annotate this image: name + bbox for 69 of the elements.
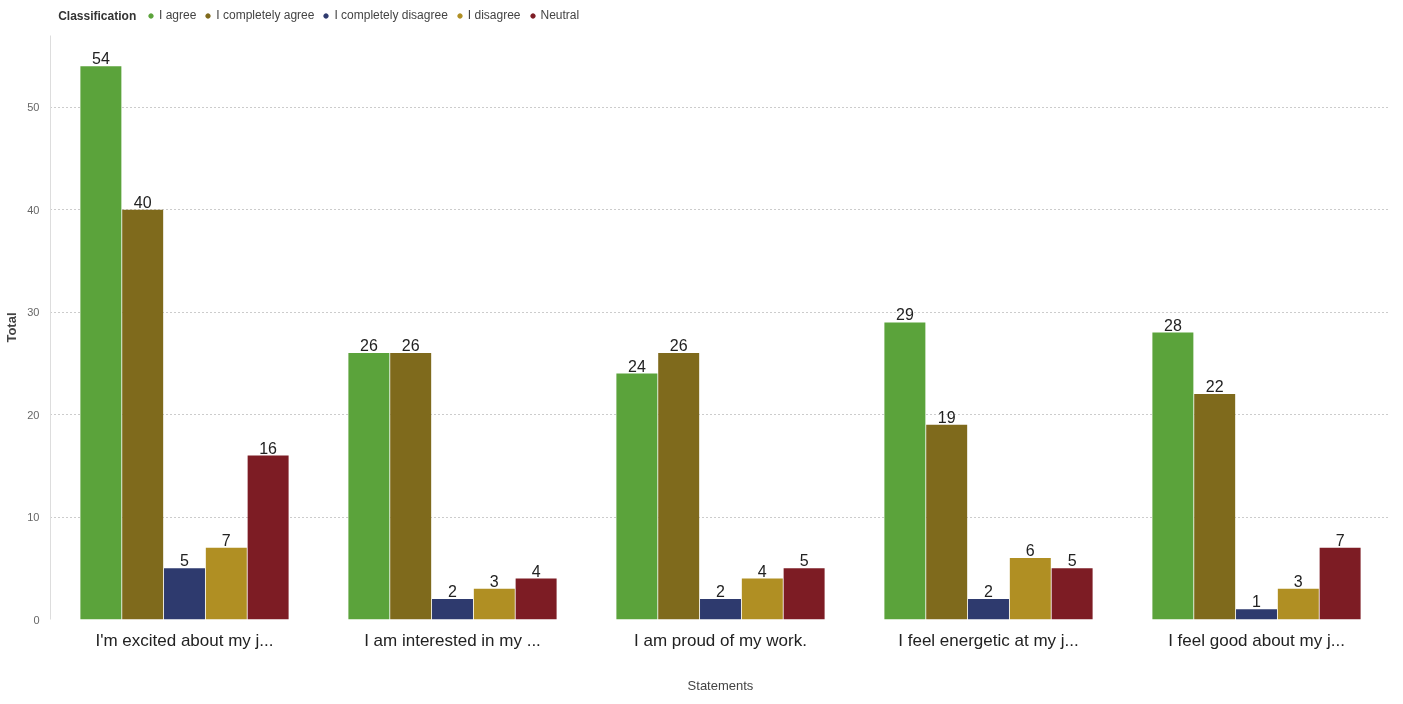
- bar: [783, 568, 825, 620]
- y-tick-label: 20: [27, 408, 40, 421]
- bar: [741, 578, 783, 620]
- data-label: 5: [1067, 552, 1077, 570]
- data-label: 26: [669, 337, 688, 355]
- bar: [432, 599, 473, 620]
- bar: [515, 578, 557, 620]
- data-label: 54: [91, 50, 110, 68]
- data-label: 2: [448, 583, 458, 601]
- y-tick-label: 50: [27, 101, 40, 114]
- data-label: 4: [757, 562, 767, 580]
- data-label: 16: [259, 439, 278, 457]
- bar: [926, 424, 968, 620]
- legend-label: I completely disagree: [334, 8, 448, 22]
- bar: [80, 66, 122, 620]
- bar: [1009, 558, 1051, 620]
- y-axis-title: Total: [4, 312, 20, 343]
- bar: [390, 353, 432, 620]
- x-axis-title: Statements: [687, 677, 754, 693]
- data-label: 7: [1335, 531, 1345, 549]
- legend-label: Neutral: [540, 8, 580, 22]
- bar: [205, 547, 247, 620]
- data-label: 4: [531, 562, 541, 580]
- bar: [1236, 609, 1277, 620]
- data-label: 29: [895, 306, 914, 324]
- bar: [1194, 394, 1236, 620]
- bar: [968, 599, 1009, 620]
- bar: [348, 353, 390, 620]
- y-tick-label: 40: [27, 203, 40, 216]
- data-label: 22: [1205, 378, 1224, 396]
- bar: [1319, 547, 1361, 620]
- data-label: 19: [937, 408, 956, 426]
- bar: [616, 373, 658, 620]
- data-label: 24: [627, 357, 646, 375]
- data-label: 5: [799, 552, 809, 570]
- data-label: 26: [401, 337, 420, 355]
- bar: [1277, 588, 1319, 620]
- data-label: 2: [716, 583, 726, 601]
- x-tick-label: I'm excited about my j...: [95, 630, 274, 650]
- legend-label: I agree: [159, 8, 197, 22]
- bar: [884, 322, 926, 620]
- x-tick-label: I feel energetic at my j...: [898, 630, 1079, 650]
- bar: [700, 599, 741, 620]
- data-label: 3: [489, 572, 499, 590]
- bar: [1152, 332, 1194, 620]
- bar: [247, 455, 289, 620]
- data-label: 2: [984, 583, 994, 601]
- data-label: 7: [221, 531, 231, 549]
- data-label: 5: [180, 552, 190, 570]
- data-label: 40: [133, 193, 152, 211]
- x-tick-label: I feel good about my j...: [1168, 630, 1345, 650]
- data-label: 26: [359, 337, 378, 355]
- y-tick-label: 0: [33, 613, 40, 626]
- bar: [473, 588, 515, 620]
- bar: [122, 209, 164, 620]
- data-label: 1: [1252, 593, 1262, 611]
- y-tick-label: 10: [27, 511, 40, 524]
- bar: [658, 353, 700, 620]
- data-label: 28: [1163, 316, 1182, 334]
- data-label: 6: [1025, 542, 1035, 560]
- bar: [164, 568, 205, 620]
- bar: [1051, 568, 1093, 620]
- x-tick-label: I am proud of my work.: [634, 630, 807, 650]
- x-tick-label: I am interested in my ...: [364, 630, 541, 650]
- legend-label: I disagree: [467, 8, 521, 22]
- legend-label: I completely agree: [216, 8, 315, 22]
- data-label: 3: [1293, 572, 1303, 590]
- legend-title: Classification: [58, 8, 137, 23]
- y-tick-label: 30: [27, 306, 40, 319]
